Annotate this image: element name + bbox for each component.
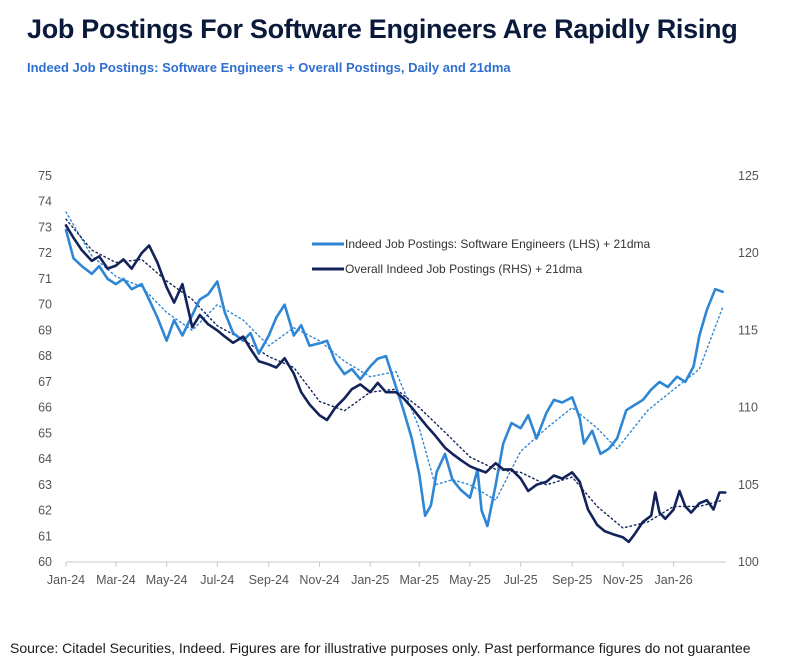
right-y-axis: 100 105 110 115 120 125 [738, 169, 759, 569]
x-tick-label: Nov-25 [603, 573, 643, 587]
x-tick-label: Jan-26 [655, 573, 693, 587]
x-tick-label: Jul-24 [200, 573, 234, 587]
left-y-tick-label: 61 [38, 529, 52, 543]
source-note: Source: Citadel Securities, Indeed. Figu… [10, 640, 751, 656]
chart-subtitle: Indeed Job Postings: Software Engineers … [27, 60, 511, 75]
right-y-tick-label: 125 [738, 169, 759, 183]
left-y-tick-label: 62 [38, 504, 52, 518]
legend-label-software-engineers: Indeed Job Postings: Software Engineers … [345, 237, 651, 251]
left-y-tick-label: 75 [38, 169, 52, 183]
series-line-0 [64, 228, 725, 528]
right-y-tick-label: 105 [738, 478, 759, 492]
left-y-tick-label: 66 [38, 401, 52, 415]
x-tick-label: Mar-24 [96, 573, 136, 587]
legend-label-overall: Overall Indeed Job Postings (RHS) + 21dm… [345, 262, 582, 276]
series-line-3 [65, 218, 724, 529]
x-tick-label: Sep-24 [249, 573, 289, 587]
left-y-tick-label: 67 [38, 375, 52, 389]
x-axis: Jan-24 Mar-24 May-24 Jul-24 Sep-24 Nov-24 Jan-… [47, 562, 693, 587]
x-tick-label: Jan-24 [47, 573, 85, 587]
series-line-2 [65, 211, 724, 501]
left-y-tick-label: 63 [38, 478, 52, 492]
left-y-tick-label: 65 [38, 426, 52, 440]
x-tick-label: May-25 [449, 573, 491, 587]
x-tick-label: Nov-24 [299, 573, 339, 587]
series-line-1 [64, 224, 727, 544]
left-y-tick-label: 60 [38, 555, 52, 569]
x-tick-label: Mar-25 [399, 573, 439, 587]
chart-title: Job Postings For Software Engineers Are … [27, 14, 738, 44]
left-y-tick-label: 72 [38, 246, 52, 260]
left-y-tick-label: 73 [38, 220, 52, 234]
legend: Indeed Job Postings: Software Engineers … [312, 237, 651, 276]
right-y-tick-label: 100 [738, 555, 759, 569]
left-y-tick-label: 70 [38, 298, 52, 312]
left-y-tick-label: 71 [38, 272, 52, 286]
x-tick-label: Jul-25 [504, 573, 538, 587]
series-layer [64, 211, 727, 544]
left-y-tick-label: 74 [38, 195, 52, 209]
right-y-tick-label: 120 [738, 246, 759, 260]
right-y-tick-label: 115 [738, 323, 758, 337]
x-tick-label: Jan-25 [351, 573, 389, 587]
left-y-tick-label: 68 [38, 349, 52, 363]
left-y-tick-label: 64 [38, 452, 52, 466]
right-y-tick-label: 110 [738, 401, 758, 415]
x-tick-label: May-24 [146, 573, 188, 587]
left-y-axis: 60 61 62 63 64 65 66 67 68 69 70 71 72 73 74 75 [38, 169, 52, 569]
x-tick-label: Sep-25 [552, 573, 592, 587]
left-y-tick-label: 69 [38, 323, 52, 337]
